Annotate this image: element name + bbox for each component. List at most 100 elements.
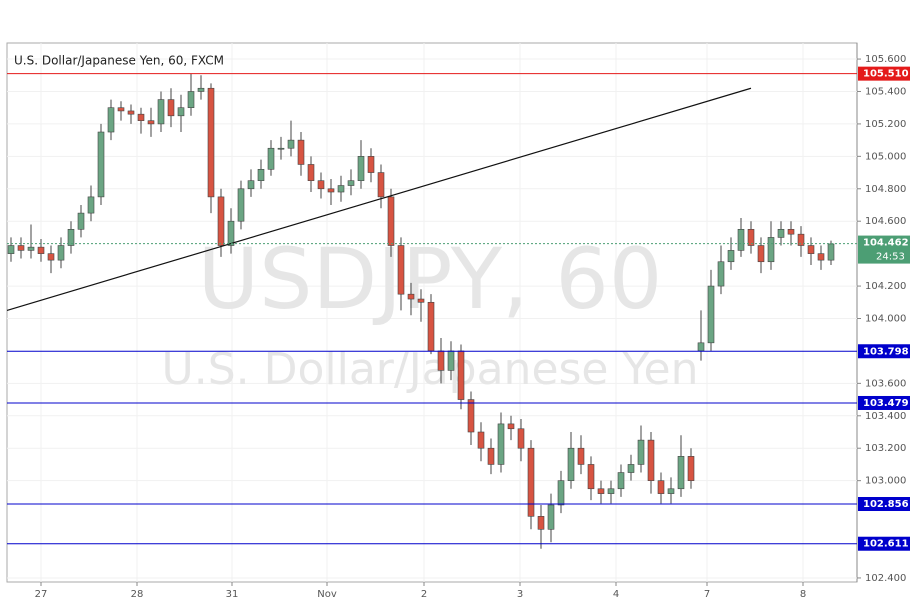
candle-body <box>807 245 815 254</box>
candle-body <box>377 172 385 198</box>
x-tick-label: 31 <box>226 589 239 600</box>
watermark-subtitle: U.S. Dollar/Japanese Yen <box>162 344 699 395</box>
candle-body <box>117 107 125 112</box>
candle-body <box>127 110 135 115</box>
candle-body <box>387 196 395 246</box>
candle-body <box>617 472 625 490</box>
candle-body <box>267 147 275 170</box>
candle-body <box>747 229 755 246</box>
candle-body <box>237 188 245 222</box>
candle-body <box>397 245 405 295</box>
y-tick-label: 102.400 <box>865 573 906 584</box>
y-tick-label: 104.000 <box>865 313 906 324</box>
candle-body <box>77 212 85 230</box>
candle-body <box>67 229 75 246</box>
candle-body <box>547 504 555 530</box>
candle-body <box>37 246 45 254</box>
candle-body <box>367 156 375 173</box>
candle-body <box>177 107 185 117</box>
candle-body <box>147 120 155 125</box>
candle-body <box>607 488 615 494</box>
candle-body <box>247 180 255 190</box>
candle-body <box>107 107 115 133</box>
candle-body <box>307 164 315 181</box>
y-tick-label: 103.200 <box>865 443 906 454</box>
x-tick-label: Nov <box>317 589 337 600</box>
level-tag <box>858 497 910 512</box>
candle-body <box>27 246 35 251</box>
level-label: 103.798 <box>863 346 909 357</box>
candle-body <box>727 250 735 263</box>
candle-body <box>597 488 605 494</box>
candle-body <box>97 131 105 198</box>
candle-body <box>537 516 545 530</box>
candle-body <box>157 99 165 125</box>
candle-body <box>817 253 825 261</box>
candle-body <box>167 99 175 117</box>
level-label: 105.510 <box>863 69 909 80</box>
candle-body <box>467 399 475 433</box>
chart-title: U.S. Dollar/Japanese Yen, 60, FXCM <box>14 54 224 68</box>
candle-body <box>47 253 55 261</box>
candle-body <box>327 188 335 193</box>
level-label: 103.479 <box>863 398 909 409</box>
level-label: 102.611 <box>863 539 909 550</box>
candle-body <box>557 480 565 506</box>
candle-body <box>737 229 745 251</box>
candle-body <box>577 447 585 465</box>
candle-body <box>507 423 515 430</box>
candle-body <box>417 298 425 303</box>
axis-labels: 105.600 105.400 105.200 105.000 104.800 104.6… <box>35 54 910 600</box>
candle-body <box>287 139 295 149</box>
candle-body <box>587 464 595 490</box>
candle-body <box>227 220 235 246</box>
x-tick-label: 7 <box>704 589 710 600</box>
level-tag <box>858 395 910 410</box>
y-tick-label: 105.600 <box>865 54 906 65</box>
grid <box>7 43 857 582</box>
candle-body <box>7 245 15 254</box>
candle-body <box>57 245 65 261</box>
marks <box>6 73 857 549</box>
candle-body <box>87 196 95 214</box>
last-price-tag <box>858 235 910 264</box>
y-tick-label: 104.800 <box>865 184 906 195</box>
x-tick-label: 28 <box>131 589 144 600</box>
candle-body <box>17 245 25 251</box>
level-label: 102.856 <box>863 499 909 510</box>
candle-body <box>337 185 345 193</box>
candle-body <box>457 350 465 400</box>
level-tag <box>858 66 910 81</box>
candle-body <box>407 293 415 300</box>
y-tick-label: 105.200 <box>865 119 906 130</box>
candle-body <box>497 423 505 465</box>
x-tick-label: 8 <box>800 589 806 600</box>
candle-body <box>777 229 785 238</box>
level-tag <box>858 536 910 551</box>
candle-body <box>767 237 775 263</box>
y-tick-label: 103.600 <box>865 378 906 389</box>
candle-body <box>657 480 665 494</box>
y-tick-label: 104.600 <box>865 216 906 227</box>
y-tick-label: 103.400 <box>865 411 906 422</box>
candle-body <box>257 169 265 181</box>
candle-body <box>797 233 805 246</box>
y-tick-label: 104.200 <box>865 281 906 292</box>
y-tick-label: 105.400 <box>865 86 906 97</box>
trend-line <box>6 87 752 311</box>
x-tick-label: 3 <box>517 589 523 600</box>
candle-body <box>827 243 835 261</box>
candle-body <box>647 439 655 481</box>
candle-body <box>197 87 205 92</box>
candle-body <box>487 447 495 465</box>
candle-body <box>677 456 685 490</box>
candle-body <box>317 180 325 190</box>
candle-body <box>717 261 725 287</box>
candle-body <box>357 156 365 181</box>
y-tick-label: 103.000 <box>865 476 906 487</box>
candle-body <box>437 350 445 371</box>
last-price-label: 104.462 <box>863 238 909 249</box>
candle-body <box>477 431 485 449</box>
candle-body <box>347 180 355 186</box>
